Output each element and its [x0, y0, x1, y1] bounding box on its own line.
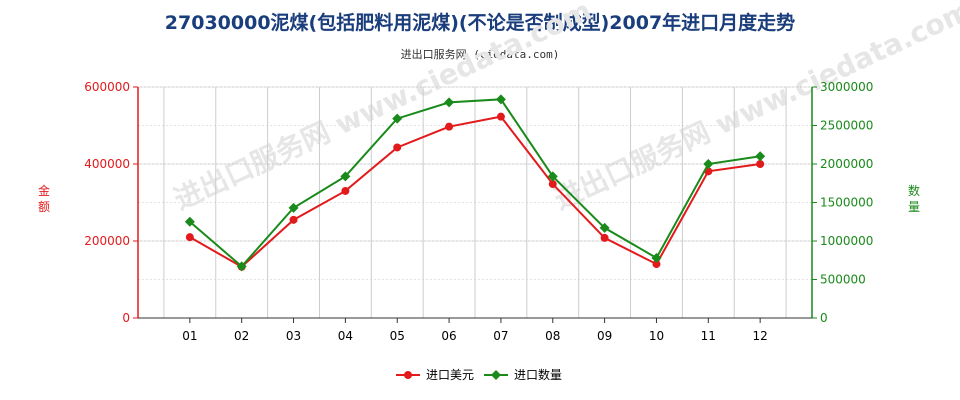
quantity-data-point	[288, 202, 299, 213]
x-tick-label: 05	[390, 329, 405, 343]
right-tick-label: 3000000	[820, 80, 873, 94]
quantity-data-point	[599, 222, 610, 233]
x-tick-label: 11	[701, 329, 716, 343]
legend: 进口美元 进口数量	[396, 367, 562, 382]
value-data-point	[393, 143, 402, 152]
quantity-data-point	[495, 94, 506, 105]
series-line-value	[189, 115, 761, 269]
value-data-point	[548, 180, 557, 189]
right-tick-label: 2000000	[820, 157, 873, 171]
x-tick-label: 07	[493, 329, 508, 343]
x-tick-label: 04	[338, 329, 353, 343]
legend-swatch-marker	[491, 370, 501, 380]
quantity-data-point	[547, 171, 558, 182]
watermark-text: 进出口服务网 www.ciedata.com	[169, 0, 596, 216]
quantity-data-point	[340, 171, 351, 182]
right-tick-label: 0	[820, 311, 828, 325]
legend-label: 进口美元	[426, 368, 474, 382]
quantity-data-point	[236, 261, 247, 272]
legend-item-value[interactable]: 进口美元	[396, 368, 474, 382]
quantity-data-point	[755, 151, 766, 162]
value-data-point	[289, 215, 298, 224]
x-tick-label: 10	[649, 329, 664, 343]
value-data-point	[445, 122, 454, 131]
series-line-quantity	[189, 98, 761, 268]
value-data-point	[600, 233, 609, 242]
axes: 0 200000 400000 600000 0 500000 1000000 1500000…	[38, 80, 920, 343]
right-tick-label: 2500000	[820, 119, 873, 133]
left-axis-title: 金额	[38, 183, 50, 214]
left-tick-label: 400000	[84, 157, 130, 171]
quantity-data-point	[184, 216, 195, 227]
value-data-point	[496, 112, 505, 121]
legend-item-quantity[interactable]: 进口数量	[484, 367, 562, 382]
legend-label: 进口数量	[514, 367, 562, 382]
right-tick-label: 1500000	[820, 196, 873, 210]
chart-title: 27030000泥煤(包括肥料用泥煤)(不论是否制成型)2007年进口月度走势	[164, 12, 796, 34]
right-axis-title: 数量	[908, 183, 920, 214]
value-data-point	[756, 160, 765, 168]
value-data-point	[185, 233, 194, 242]
x-tick-label: 06	[441, 329, 456, 343]
x-tick-label: 09	[597, 329, 612, 343]
quantity-data-point	[651, 252, 662, 263]
right-tick-label: 500000	[820, 273, 866, 287]
x-tick-label: 03	[286, 329, 301, 343]
quantity-data-point	[703, 159, 714, 169]
right-tick-label: 1000000	[820, 234, 873, 248]
value-data-point	[652, 260, 661, 269]
x-tick-label: 12	[753, 329, 768, 343]
watermark-text: 进出口服务网 www.ciedata.com	[549, 0, 960, 216]
legend-swatch-marker	[404, 371, 412, 379]
quantity-data-point	[392, 113, 403, 124]
x-tick-label: 01	[182, 329, 197, 343]
x-tick-label: 02	[234, 329, 249, 343]
left-tick-label: 600000	[84, 80, 130, 94]
left-tick-label: 0	[122, 311, 130, 325]
x-tick-label: 08	[545, 329, 560, 343]
series-layer	[184, 94, 766, 272]
value-data-point	[341, 186, 350, 195]
quantity-data-point	[444, 97, 455, 108]
left-tick-label: 200000	[84, 234, 130, 248]
chart-subtitle: 进出口服务网 (ciedata.com)	[400, 48, 560, 61]
